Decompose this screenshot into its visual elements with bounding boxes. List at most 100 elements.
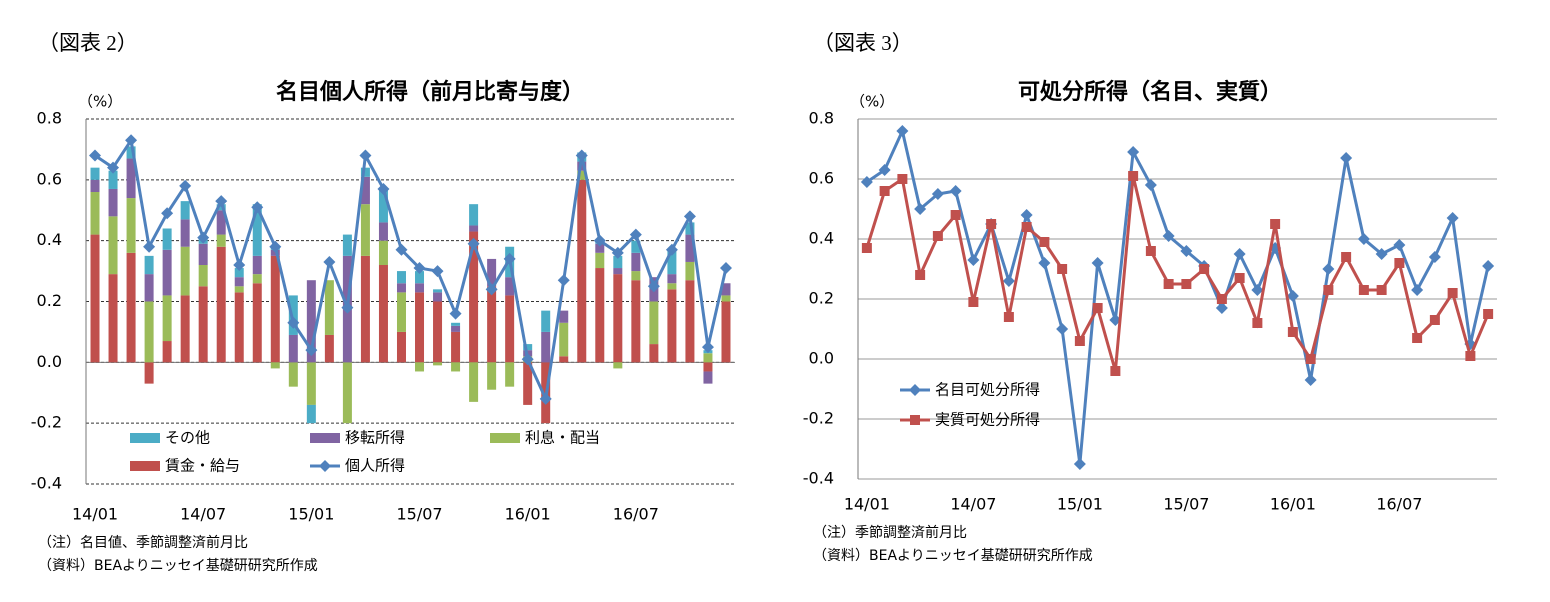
point bbox=[1038, 257, 1051, 269]
point bbox=[1286, 290, 1299, 302]
bar bbox=[685, 261, 695, 281]
point bbox=[1110, 366, 1121, 376]
bar bbox=[685, 280, 695, 363]
bar bbox=[90, 234, 100, 363]
bar bbox=[595, 243, 605, 253]
bar bbox=[108, 188, 118, 217]
point bbox=[1216, 294, 1227, 304]
bar bbox=[487, 286, 497, 363]
point bbox=[1215, 302, 1228, 314]
bar bbox=[108, 274, 118, 363]
point bbox=[557, 274, 570, 287]
bar bbox=[180, 246, 190, 296]
point bbox=[1234, 273, 1245, 283]
figure-label: （図表 2） bbox=[38, 31, 138, 55]
legend-label: 移転所得 bbox=[345, 429, 405, 447]
note: （注）名目値、季節調整済前月比 bbox=[38, 534, 248, 551]
point bbox=[1447, 288, 1458, 298]
point bbox=[1287, 327, 1298, 337]
point bbox=[915, 270, 926, 280]
bar bbox=[342, 362, 352, 424]
bar bbox=[685, 222, 695, 235]
y-tick-label: -0.4 bbox=[803, 469, 834, 488]
y-tick-label: 0.8 bbox=[37, 109, 62, 128]
bar bbox=[252, 283, 262, 363]
bar bbox=[360, 255, 370, 363]
bar bbox=[360, 204, 370, 256]
bar bbox=[216, 234, 226, 247]
point bbox=[89, 149, 102, 162]
bar bbox=[505, 277, 515, 296]
bar bbox=[415, 362, 425, 372]
y-tick-label: 0.0 bbox=[37, 352, 62, 371]
point bbox=[341, 301, 354, 314]
bar bbox=[469, 225, 479, 232]
bar bbox=[252, 274, 262, 284]
bar bbox=[649, 301, 659, 345]
bar bbox=[505, 295, 515, 363]
point bbox=[1465, 351, 1476, 361]
point bbox=[143, 240, 156, 253]
bar bbox=[469, 204, 479, 226]
point bbox=[1270, 219, 1281, 229]
bar bbox=[126, 146, 136, 159]
bar bbox=[144, 301, 154, 363]
x-tick-label: 15/01 bbox=[1057, 495, 1103, 514]
point bbox=[1074, 336, 1085, 346]
y-tick-label: -0.4 bbox=[31, 474, 62, 493]
legend-label: 個人所得 bbox=[345, 457, 405, 475]
point bbox=[1199, 264, 1210, 274]
legend-label: 利息・配当 bbox=[525, 429, 600, 447]
bar bbox=[703, 371, 713, 384]
point bbox=[1180, 245, 1193, 257]
bar bbox=[577, 179, 587, 363]
point bbox=[986, 219, 997, 229]
x-tick-label: 16/07 bbox=[613, 505, 659, 524]
x-tick-label: 15/07 bbox=[1163, 495, 1209, 514]
bar bbox=[144, 362, 154, 384]
bar bbox=[234, 277, 244, 287]
point bbox=[1323, 285, 1334, 295]
point bbox=[467, 237, 480, 250]
figure-label: （図表 3） bbox=[813, 31, 913, 55]
bar bbox=[306, 404, 316, 424]
bar bbox=[721, 283, 731, 296]
series-line bbox=[94, 136, 728, 405]
point bbox=[503, 252, 516, 265]
point bbox=[683, 210, 696, 223]
bar bbox=[126, 158, 136, 199]
bar bbox=[451, 322, 461, 326]
bar bbox=[523, 362, 533, 405]
bar bbox=[234, 292, 244, 363]
bar bbox=[703, 362, 713, 372]
point bbox=[233, 259, 246, 271]
bar bbox=[613, 362, 623, 369]
point bbox=[861, 243, 872, 253]
legend-marker bbox=[909, 384, 921, 396]
x-tick-label: 16/07 bbox=[1376, 495, 1422, 514]
bar bbox=[306, 280, 316, 363]
legend-label: その他 bbox=[165, 429, 210, 447]
point bbox=[485, 283, 498, 296]
bar bbox=[126, 198, 136, 253]
y-tick-label: 0.2 bbox=[809, 289, 834, 308]
point bbox=[1251, 284, 1264, 296]
bar bbox=[613, 268, 623, 275]
x-tick-label: 14/01 bbox=[72, 505, 118, 524]
point bbox=[323, 255, 336, 268]
bar bbox=[541, 331, 551, 363]
point bbox=[125, 134, 138, 147]
bar bbox=[631, 240, 641, 253]
bar bbox=[396, 283, 406, 293]
bar bbox=[342, 234, 352, 256]
y-tick-label: -0.2 bbox=[803, 409, 834, 428]
bar bbox=[324, 280, 334, 335]
bar bbox=[324, 334, 334, 363]
point bbox=[1252, 318, 1263, 328]
bar bbox=[90, 179, 100, 192]
point bbox=[1393, 239, 1406, 251]
bar bbox=[180, 201, 190, 220]
point bbox=[949, 185, 962, 197]
bar bbox=[631, 271, 641, 281]
point bbox=[593, 234, 606, 247]
